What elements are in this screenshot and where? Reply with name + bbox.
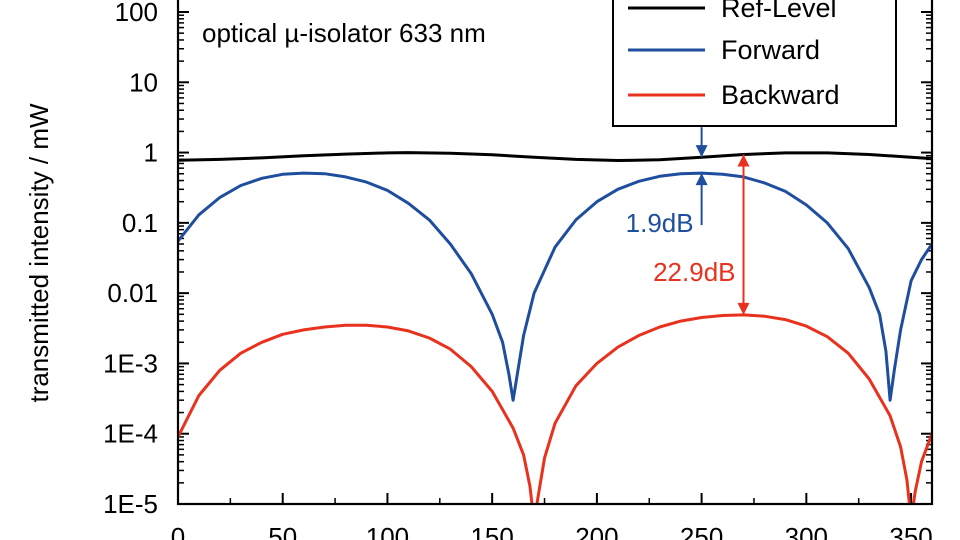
annotation-label: 1.9dB	[626, 208, 694, 238]
x-tick-label: 300	[785, 522, 828, 540]
legend-label: Ref-Level	[721, 0, 837, 23]
y-tick-label: 100	[115, 0, 158, 27]
chart-title: optical µ-isolator 633 nm	[202, 18, 486, 48]
legend-label: Forward	[721, 35, 820, 65]
y-tick-label: 10	[129, 67, 158, 97]
y-tick-label: 1E-4	[103, 419, 158, 449]
y-tick-label: 1E-3	[103, 348, 158, 378]
legend: Ref-Level Forward Backward	[612, 0, 897, 127]
annotations: 1.9dB 22.9dB	[626, 127, 750, 315]
x-tick-label: 350	[889, 522, 932, 540]
y-axis-label: transmitted intensity / mW	[24, 103, 54, 403]
x-tick-label: 150	[470, 522, 513, 540]
y-tick-label: 0.1	[122, 208, 158, 238]
legend-label: Backward	[721, 80, 840, 110]
arrowhead	[695, 173, 708, 186]
x-tick-label: 0	[171, 522, 185, 540]
series-layer	[178, 151, 932, 504]
legend-box	[612, 0, 897, 127]
y-tick-label: 1E-5	[103, 489, 158, 519]
series-line-backward	[178, 313, 932, 504]
arrowhead	[695, 145, 708, 158]
annotation-label: 22.9dB	[653, 257, 735, 287]
x-tick-label: 100	[366, 522, 409, 540]
series-line-ref-level	[178, 151, 932, 162]
series-line-forward	[178, 171, 932, 402]
x-tick-label: 200	[575, 522, 618, 540]
arrowhead	[737, 154, 750, 167]
x-tick-label: 50	[268, 522, 297, 540]
plot-frame	[176, 0, 934, 506]
arrowhead	[737, 302, 750, 315]
x-tick-label: 250	[680, 522, 723, 540]
y-tick-label: 1	[144, 138, 158, 168]
y-tick-label: 0.01	[107, 278, 158, 308]
